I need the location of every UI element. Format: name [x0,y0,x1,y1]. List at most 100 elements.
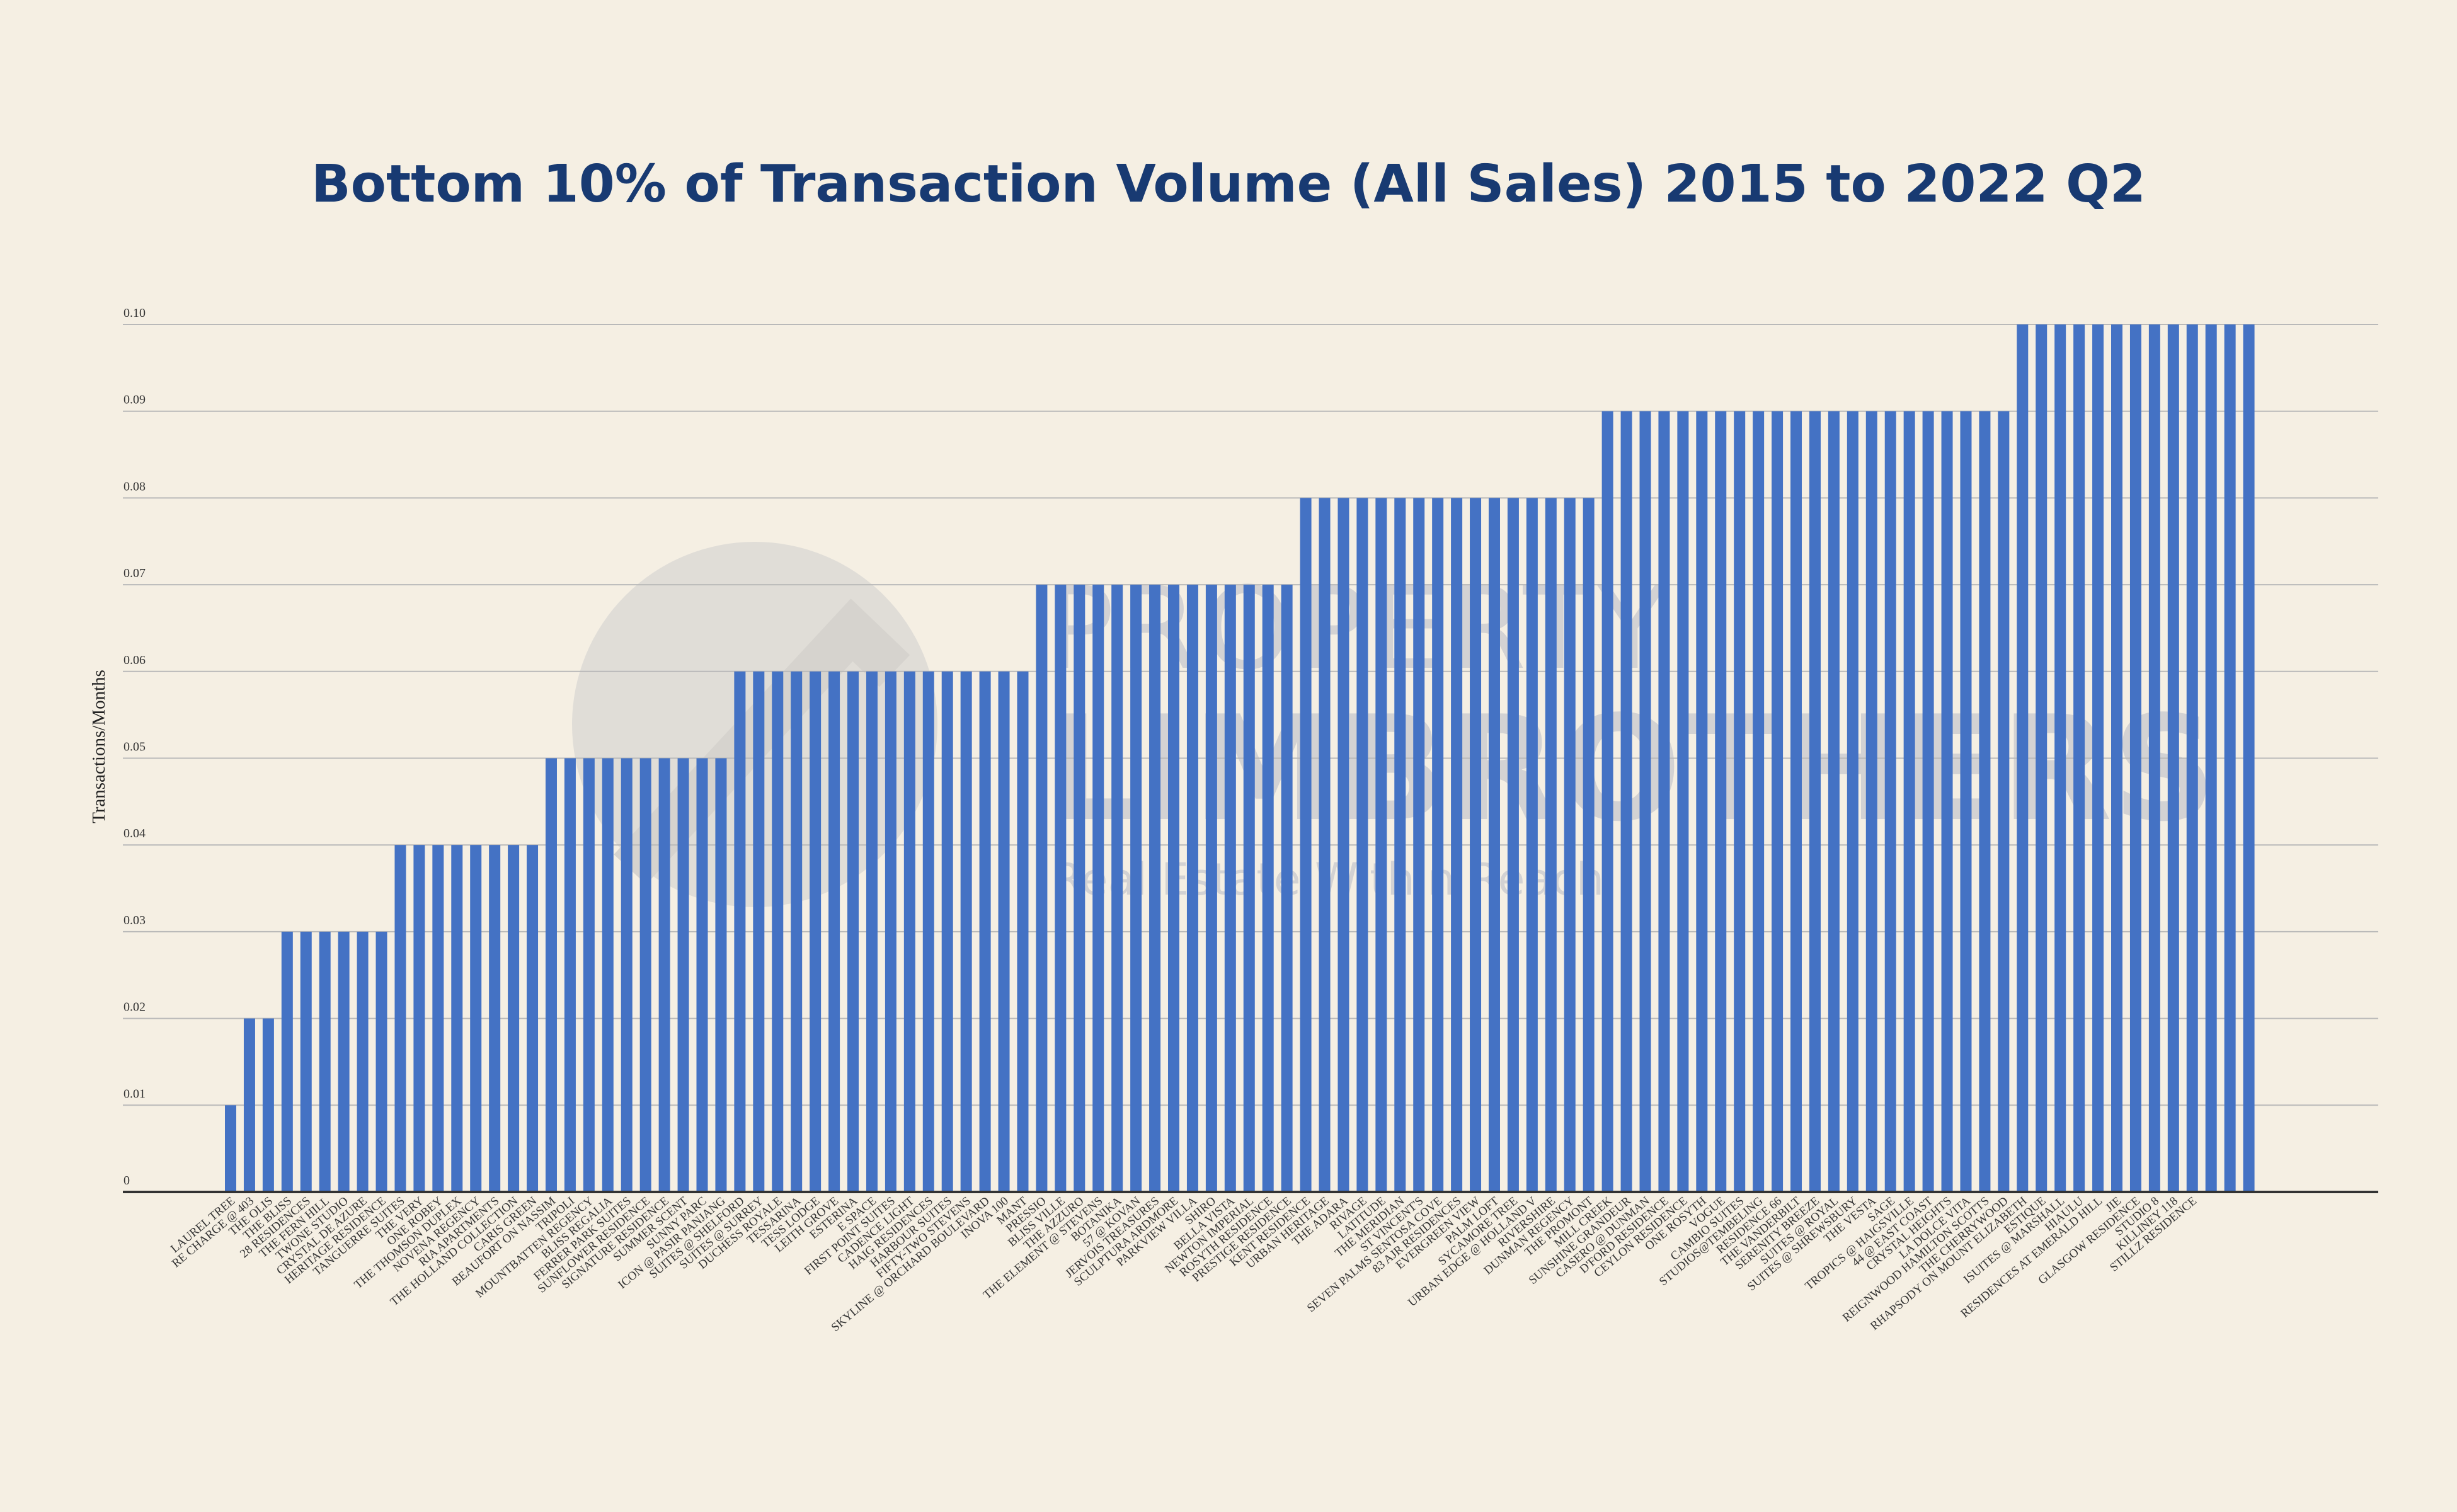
bar [1677,411,1689,1193]
bar [1470,498,1482,1192]
bar [262,1018,274,1192]
bar [545,758,557,1192]
bar [319,931,331,1192]
bar [1790,411,1802,1193]
bar [2092,324,2104,1192]
y-axis-ticks: 0 0.01 0.02 0.03 0.04 0.05 0.06 0.07 0.08 0.09 0.1… [123,306,146,1188]
bar [1884,411,1896,1193]
y-tick-label: 0.05 [123,740,146,754]
bar [1847,411,1858,1193]
bar [1074,585,1085,1192]
bar [489,845,501,1192]
bar [1432,498,1444,1192]
bar [1036,585,1048,1192]
bar [1903,411,1915,1193]
bar [1507,498,1519,1192]
bar [470,845,482,1192]
bar [1658,411,1670,1193]
bar [866,671,878,1192]
bar [1111,585,1123,1192]
bar [772,671,784,1192]
bar [1281,585,1293,1192]
bar [2224,324,2236,1192]
bar [1545,498,1557,1192]
bar [847,671,859,1192]
bar [1168,585,1179,1192]
bar [658,758,670,1192]
bar [753,671,765,1192]
bar [1017,671,1029,1192]
bar [2073,324,2085,1192]
bar [1715,411,1727,1193]
bar [1488,498,1500,1192]
bar [960,671,972,1192]
y-tick-label: 0 [123,1174,130,1188]
y-tick-label: 0.10 [123,306,146,320]
bar [281,931,293,1192]
bar [1639,411,1651,1193]
bar [1092,585,1104,1192]
y-tick-label: 0.04 [123,827,146,840]
bar [1979,411,1991,1193]
bar [1922,411,1934,1193]
bar [508,845,520,1192]
bar [1394,498,1406,1192]
bar [375,931,387,1192]
bar [1772,411,1784,1193]
bar [243,1018,255,1192]
bar [1375,498,1387,1192]
bar [1055,585,1067,1192]
y-tick-label: 0.07 [123,566,146,580]
bar [677,758,689,1192]
bar [979,671,991,1192]
y-tick-label: 0.06 [123,653,146,667]
bar [1186,585,1198,1192]
bar [1960,411,1972,1193]
bar [357,931,369,1192]
bar [1319,498,1331,1192]
bar [1224,585,1236,1192]
y-tick-label: 0.02 [123,1000,146,1014]
y-tick-label: 0.01 [123,1087,146,1101]
y-tick-label: 0.03 [123,914,146,927]
bar [2205,324,2217,1192]
bar [1130,585,1142,1192]
y-tick-label: 0.08 [123,479,146,493]
bar [1205,585,1217,1192]
bar [451,845,463,1192]
bar [922,671,934,1192]
bar [1601,411,1613,1193]
bar [2186,324,2198,1192]
bar [394,845,406,1192]
chart-title: Bottom 10% of Transaction Volume (All Sa… [311,154,2146,214]
bar [2167,324,2179,1192]
bar [1564,498,1576,1192]
bar [583,758,595,1192]
bar [903,671,915,1192]
bar [564,758,576,1192]
bar [527,845,539,1192]
bar [1149,585,1161,1192]
bar [734,671,746,1192]
bar [413,845,425,1192]
bar [1828,411,1840,1193]
bar [1243,585,1255,1192]
bar [1998,411,2010,1193]
bar [1337,498,1349,1192]
bar [715,758,727,1192]
y-tick-label: 0.09 [123,393,146,407]
bar [2111,324,2122,1192]
y-axis-label: Transactions/Months [89,670,109,823]
bar [791,671,803,1192]
bar [1941,411,1953,1193]
bar [1620,411,1632,1193]
bar [1734,411,1746,1193]
bar [810,671,822,1192]
bar [2243,324,2255,1192]
bar [2054,324,2066,1192]
bar [941,671,953,1192]
bar [885,671,896,1192]
bar [1809,411,1821,1193]
